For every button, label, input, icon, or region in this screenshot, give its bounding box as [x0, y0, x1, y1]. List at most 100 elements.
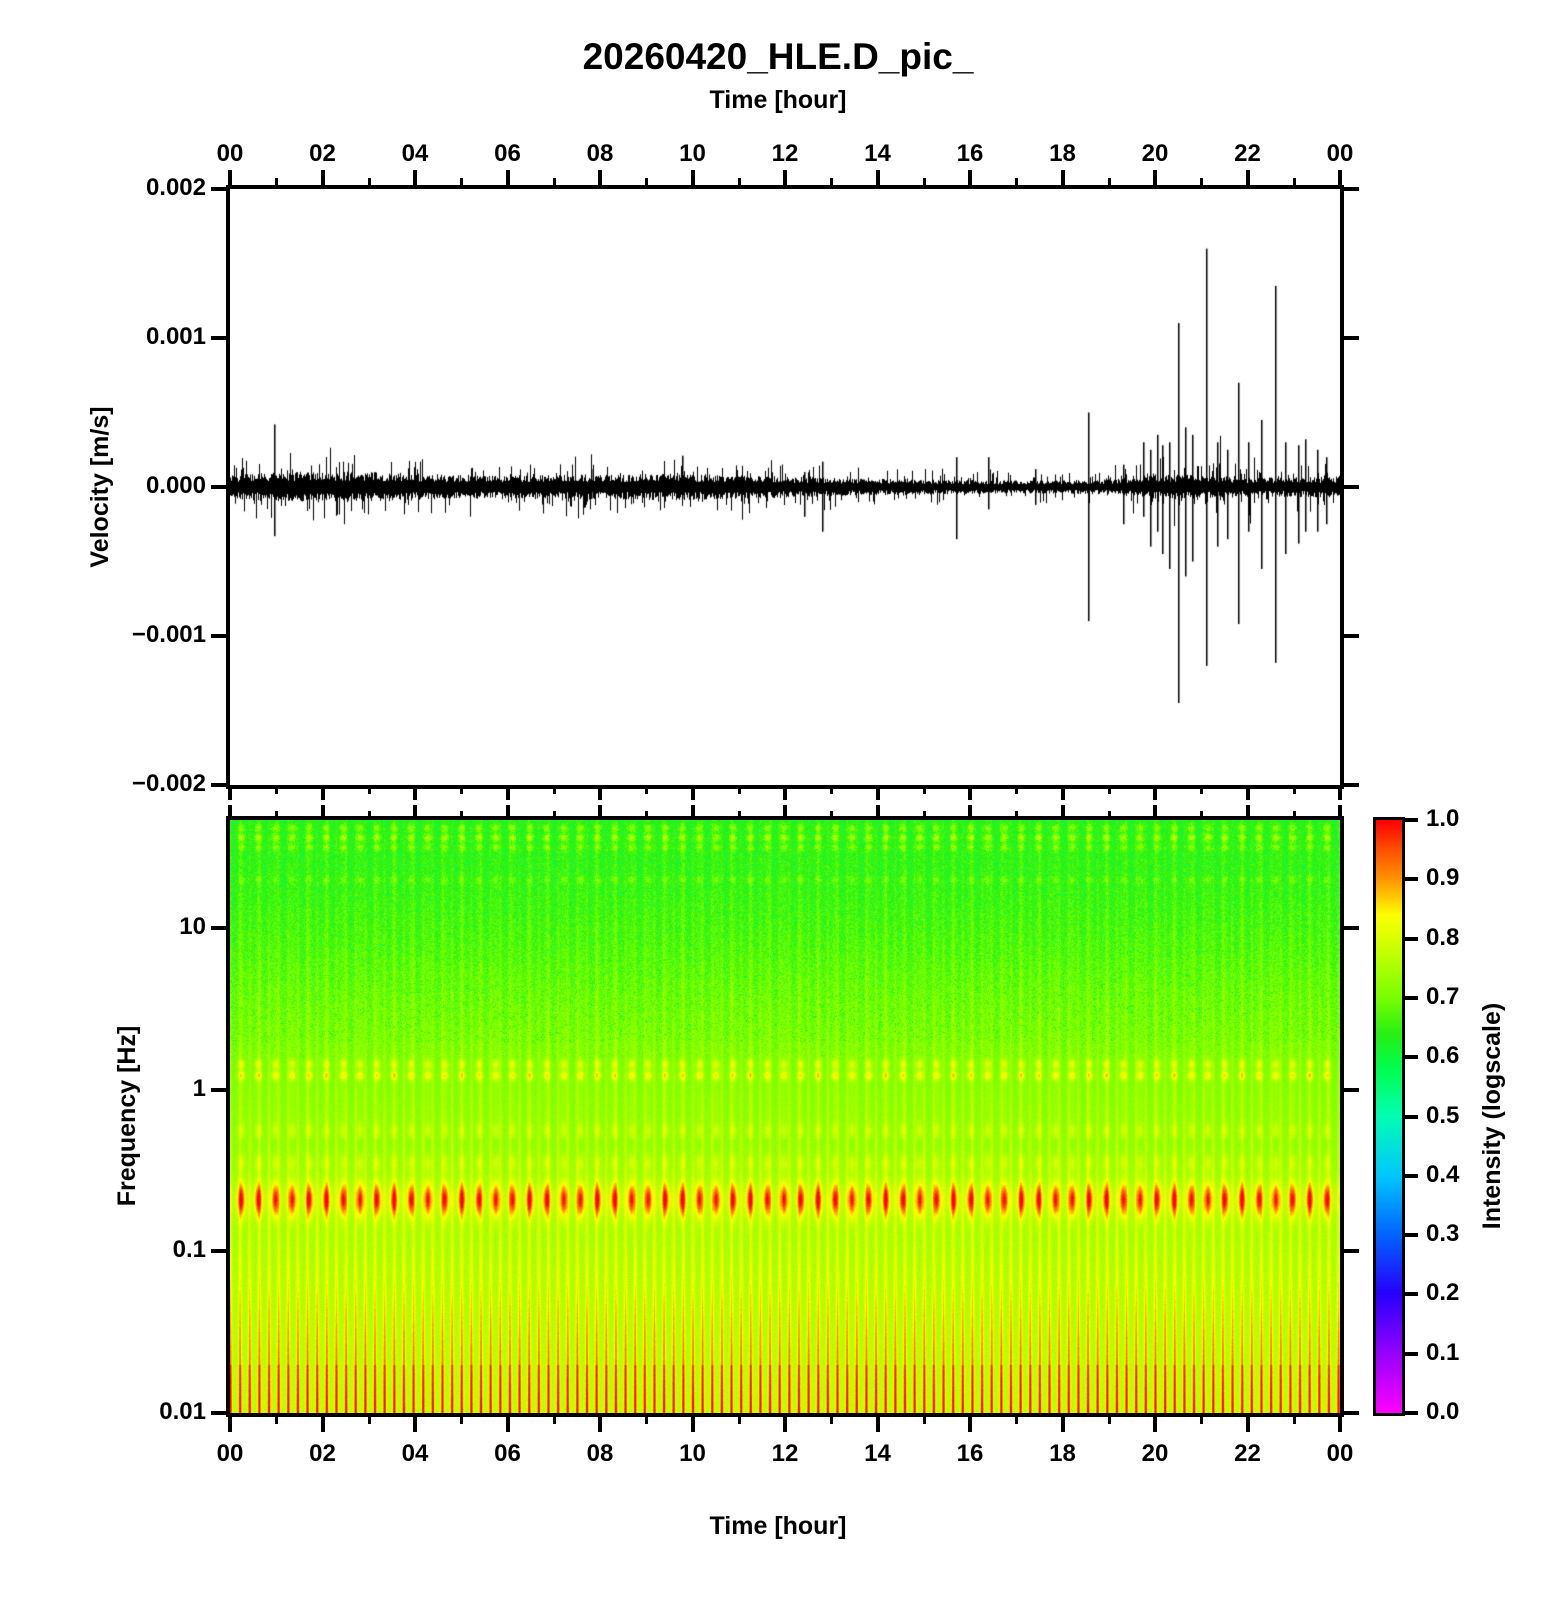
axis-tick — [830, 178, 833, 187]
colorbar-tick-label: 1.0 — [1426, 805, 1460, 832]
axis-tick — [211, 336, 228, 340]
top-axis-title: Time [hour] — [709, 86, 847, 114]
axis-tick — [738, 811, 741, 818]
axis-tick — [598, 170, 602, 187]
colorbar-tick-label: 0.5 — [1426, 1102, 1460, 1129]
bottom-x-tick-label: 00 — [216, 1440, 244, 1467]
velocity-tick-label: 0.001 — [145, 323, 206, 350]
axis-tick — [1200, 1415, 1203, 1424]
axis-tick — [645, 1415, 648, 1424]
axis-tick — [968, 1415, 972, 1432]
colorbar-tick-label: 0.2 — [1426, 1279, 1460, 1306]
axis-tick — [876, 787, 880, 800]
axis-tick — [506, 805, 510, 818]
axis-tick — [368, 811, 371, 818]
axis-tick — [1405, 1292, 1418, 1296]
axis-tick — [968, 805, 972, 818]
axis-tick — [1246, 170, 1250, 187]
axis-tick — [1338, 170, 1342, 187]
bottom-x-tick-label: 12 — [771, 1440, 799, 1467]
axis-tick — [598, 787, 602, 800]
axis-tick — [783, 170, 787, 187]
axis-tick — [645, 787, 648, 794]
axis-tick — [738, 178, 741, 187]
top-x-tick-label: 06 — [494, 140, 521, 167]
frequency-tick-label: 1 — [192, 1075, 206, 1102]
bottom-x-tick-label: 02 — [309, 1440, 336, 1467]
axis-tick — [460, 178, 463, 187]
axis-tick — [211, 1411, 228, 1415]
axis-tick — [1342, 1411, 1359, 1415]
axis-tick — [211, 783, 228, 787]
bottom-x-tick-label: 00 — [1326, 1440, 1354, 1467]
axis-tick — [1338, 1415, 1342, 1432]
colorbar-tick-label: 0.9 — [1426, 864, 1460, 891]
axis-tick — [460, 811, 463, 818]
page-title: 20260420_HLE.D_pic_ — [582, 36, 974, 77]
top-x-tick-label: 04 — [401, 140, 429, 167]
bottom-x-tick-label: 18 — [1049, 1440, 1076, 1467]
axis-tick — [1015, 787, 1018, 794]
velocity-tick-label: −0.002 — [131, 770, 206, 797]
axis-tick — [506, 1415, 510, 1432]
axis-tick — [460, 1415, 463, 1424]
axis-tick — [1108, 811, 1111, 818]
axis-tick — [598, 805, 602, 818]
axis-tick — [968, 787, 972, 800]
bottom-x-tick-label: 22 — [1234, 1440, 1261, 1467]
axis-tick — [321, 1415, 325, 1432]
axis-tick — [1405, 818, 1418, 822]
axis-tick — [1015, 178, 1018, 187]
axis-tick — [228, 787, 232, 800]
axis-tick — [1405, 877, 1418, 881]
axis-tick — [211, 1249, 228, 1253]
axis-tick — [876, 170, 880, 187]
bottom-x-tick-label: 20 — [1141, 1440, 1169, 1467]
axis-tick — [413, 805, 417, 818]
axis-tick — [1153, 787, 1157, 800]
axis-tick — [1246, 805, 1250, 818]
axis-tick — [1153, 1415, 1157, 1432]
axis-tick — [923, 178, 926, 187]
axis-tick — [738, 1415, 741, 1424]
axis-tick — [1108, 178, 1111, 187]
axis-tick — [1405, 996, 1418, 1000]
axis-tick — [1108, 787, 1111, 794]
top-x-tick-label: 12 — [771, 140, 799, 167]
top-x-tick-label: 20 — [1141, 140, 1169, 167]
bottom-x-tick-label: 04 — [401, 1440, 429, 1467]
top-x-tick-label: 22 — [1234, 140, 1261, 167]
axis-tick — [1405, 1411, 1418, 1415]
axis-tick — [211, 187, 228, 191]
axis-tick — [413, 170, 417, 187]
axis-tick — [368, 1415, 371, 1424]
axis-tick — [968, 170, 972, 187]
axis-tick — [275, 178, 278, 187]
colorbar-tick-label: 0.3 — [1426, 1220, 1460, 1247]
top-x-tick-label: 18 — [1049, 140, 1076, 167]
axis-tick — [1342, 336, 1359, 340]
axis-tick — [1342, 1249, 1359, 1253]
axis-tick — [413, 787, 417, 800]
axis-tick — [830, 811, 833, 818]
axis-tick — [1338, 787, 1342, 800]
colorbar-tick-label: 0.4 — [1426, 1161, 1460, 1188]
axis-tick — [1293, 178, 1296, 187]
axis-tick — [923, 787, 926, 794]
axis-tick — [783, 787, 787, 800]
axis-tick — [413, 1415, 417, 1432]
axis-tick — [553, 178, 556, 187]
axis-tick — [738, 787, 741, 794]
axis-tick — [1405, 1055, 1418, 1059]
axis-tick — [460, 787, 463, 794]
axis-tick — [830, 787, 833, 794]
frequency-tick-label: 0.1 — [172, 1236, 206, 1263]
velocity-tick-label: 0.000 — [145, 472, 206, 499]
axis-tick — [211, 1088, 228, 1092]
axis-tick — [645, 178, 648, 187]
axis-tick — [506, 170, 510, 187]
axis-tick — [553, 811, 556, 818]
bottom-axis-title: Time [hour] — [709, 1512, 847, 1540]
axis-tick — [1061, 1415, 1065, 1432]
